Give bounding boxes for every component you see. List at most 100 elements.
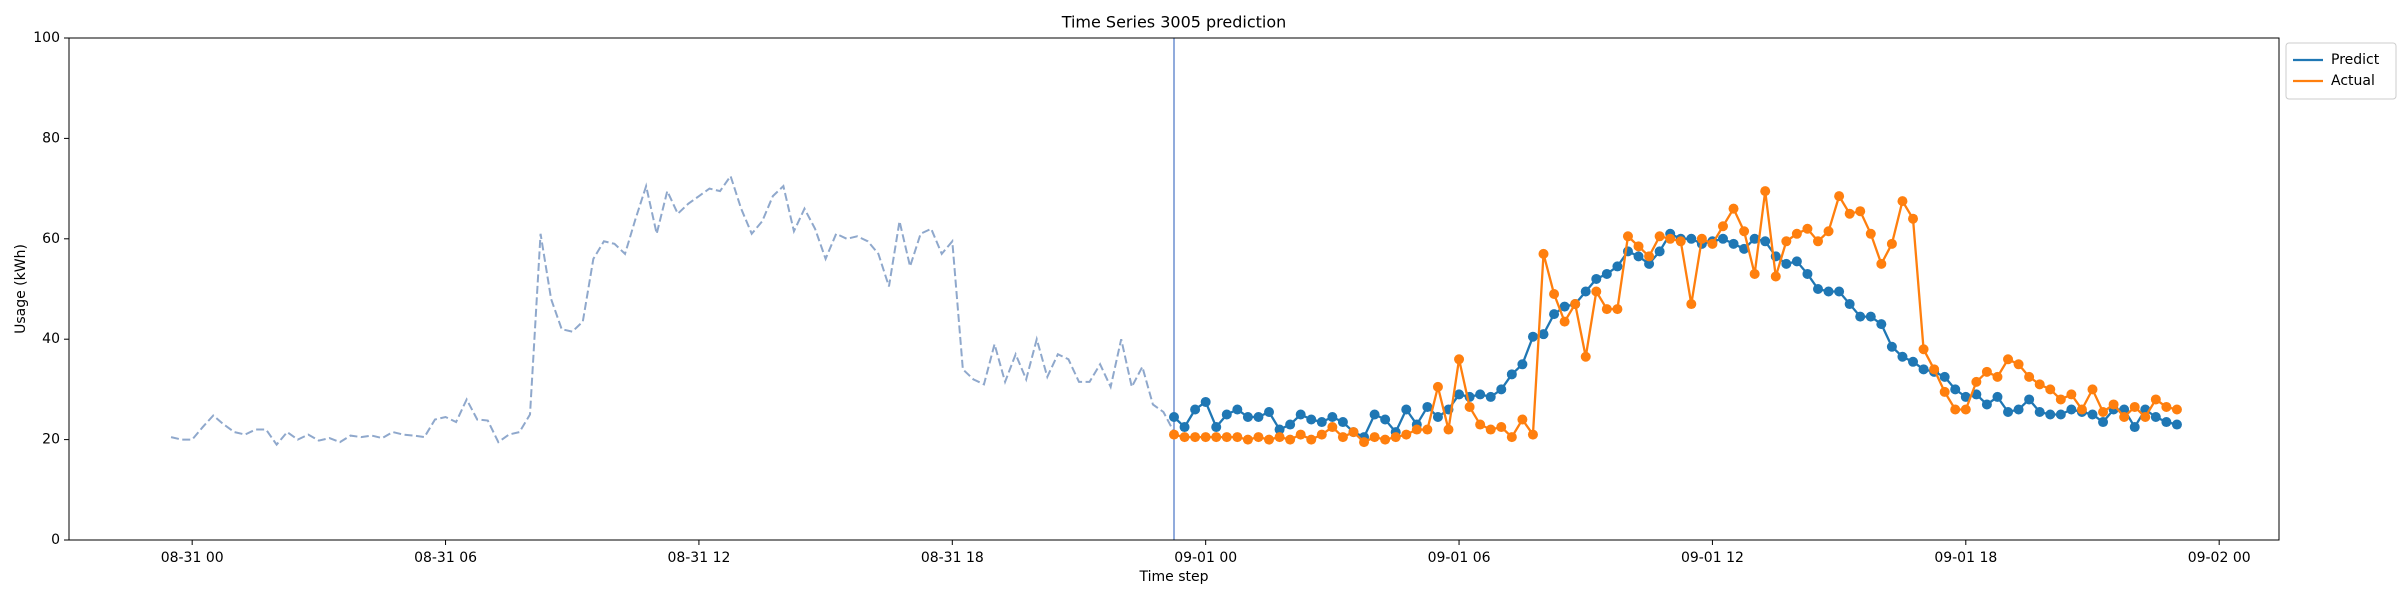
- data-point: [1432, 381, 1443, 392]
- data-point: [2013, 404, 2024, 415]
- data-point: [1538, 248, 1549, 259]
- data-point: [1960, 391, 1971, 402]
- data-point: [1939, 371, 1950, 382]
- x-axis-label: Time step: [1139, 569, 1209, 585]
- data-point: [1633, 251, 1644, 262]
- data-point: [1454, 354, 1465, 365]
- data-point: [1696, 233, 1707, 244]
- data-point: [1950, 404, 1961, 415]
- plot-frame: [68, 37, 2280, 541]
- data-point: [2087, 409, 2098, 420]
- chart-title: Time Series 3005 prediction: [1061, 13, 1287, 32]
- x-tick-label: 09-01 18: [1934, 550, 1997, 566]
- data-point: [2098, 406, 2109, 417]
- data-point: [1274, 432, 1285, 443]
- data-point: [1865, 228, 1876, 239]
- data-point: [1496, 384, 1507, 395]
- data-point: [1401, 429, 1412, 440]
- data-point: [1580, 351, 1591, 362]
- data-point: [1570, 299, 1581, 310]
- x-tick-label: 09-01 06: [1428, 550, 1491, 566]
- data-point: [1812, 284, 1823, 294]
- data-point: [1823, 226, 1834, 237]
- data-point: [1844, 299, 1855, 310]
- data-point: [1422, 401, 1433, 412]
- data-point: [2024, 371, 2035, 382]
- data-point: [1190, 432, 1201, 443]
- data-point: [1601, 304, 1612, 315]
- data-point: [1739, 243, 1750, 254]
- data-point: [2034, 379, 2045, 390]
- data-point: [1601, 268, 1612, 279]
- data-point: [1485, 391, 1496, 402]
- data-point: [2161, 401, 2172, 412]
- data-point: [1865, 311, 1876, 322]
- legend-label: Predict: [2331, 52, 2380, 68]
- data-point: [1348, 427, 1359, 438]
- data-point: [2055, 394, 2066, 405]
- data-point: [1285, 434, 1296, 445]
- data-point: [1886, 238, 1897, 249]
- data-point: [1242, 434, 1253, 445]
- data-point: [1622, 231, 1633, 242]
- data-point: [1179, 422, 1190, 433]
- data-point: [2045, 384, 2056, 395]
- data-point: [1654, 246, 1665, 257]
- data-point: [1264, 406, 1275, 417]
- data-point: [1475, 389, 1486, 400]
- y-tick-label: 100: [33, 30, 60, 46]
- data-point: [2171, 404, 2182, 415]
- data-point: [1781, 258, 1792, 269]
- data-point: [1549, 289, 1560, 300]
- data-point: [1538, 329, 1549, 340]
- data-point: [1401, 404, 1412, 415]
- data-point: [1390, 432, 1401, 443]
- data-point: [2119, 412, 2130, 423]
- data-point: [1717, 221, 1728, 232]
- data-point: [1781, 236, 1792, 247]
- data-point: [2066, 404, 2077, 415]
- data-point: [1802, 223, 1813, 234]
- data-point: [1179, 432, 1190, 443]
- data-point: [1749, 268, 1760, 279]
- data-point: [1517, 359, 1528, 370]
- data-point: [1380, 434, 1391, 445]
- data-point: [2076, 404, 2087, 415]
- data-point: [1844, 208, 1855, 219]
- data-point: [1675, 236, 1686, 247]
- data-point: [1306, 434, 1317, 445]
- data-point: [1886, 341, 1897, 352]
- data-point: [1369, 432, 1380, 443]
- data-point: [2129, 401, 2140, 412]
- data-point: [1812, 236, 1823, 247]
- data-point: [1306, 414, 1317, 425]
- data-point: [1295, 409, 1306, 420]
- x-tick-label: 09-01 12: [1681, 550, 1744, 566]
- data-point: [1791, 256, 1802, 267]
- data-point: [1242, 412, 1253, 423]
- data-point: [2013, 359, 2024, 370]
- data-point: [2098, 417, 2109, 428]
- data-point: [1908, 213, 1919, 224]
- data-point: [1232, 404, 1243, 415]
- data-point: [2055, 409, 2066, 420]
- y-tick-label: 0: [51, 532, 60, 548]
- y-tick-label: 80: [42, 130, 60, 146]
- x-tick-label: 08-31 12: [667, 550, 730, 566]
- data-point: [1211, 432, 1222, 443]
- data-point: [1591, 273, 1602, 284]
- data-point: [1644, 251, 1655, 262]
- data-point: [1190, 404, 1201, 415]
- data-point: [1612, 261, 1623, 272]
- data-point: [1464, 401, 1475, 412]
- data-point: [1992, 371, 2003, 382]
- y-tick-label: 20: [42, 432, 60, 448]
- data-point: [1411, 424, 1422, 435]
- data-point: [1380, 414, 1391, 425]
- data-point: [2150, 394, 2161, 405]
- data-point: [1485, 424, 1496, 435]
- data-point: [1432, 412, 1443, 423]
- data-point: [1496, 422, 1507, 433]
- data-point: [1221, 432, 1232, 443]
- data-point: [1644, 258, 1655, 269]
